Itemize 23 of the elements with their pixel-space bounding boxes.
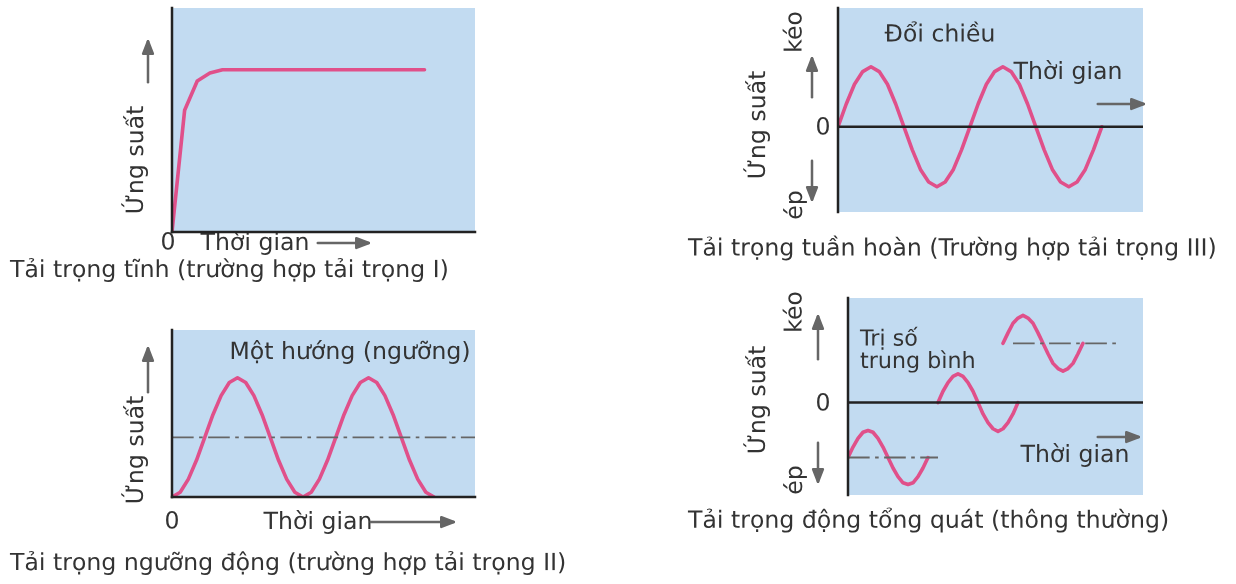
y-axis-title: Ứng suất [743, 346, 770, 453]
text: Tải trọng động tổng quát (thông thường) [687, 507, 1168, 533]
text: 0 [166, 510, 178, 529]
x-axis-title: Thời gian [263, 510, 371, 534]
text: Tải trọng tĩnh (trường hợp tải trọng I) [9, 257, 447, 283]
y-axis-title: Ứng suất [121, 396, 148, 503]
text: 0 [817, 116, 829, 135]
text: Tải trọng ngưỡng động (trường hợp tải trọng II) [9, 550, 565, 576]
x-axis-title: Thời gian [200, 231, 308, 255]
text: kéo [782, 292, 802, 331]
text: ép [783, 191, 807, 219]
text: Đổi chiều [884, 21, 994, 42]
text: Tải trọng tuần hoàn (Trường hợp tải trọng III) [687, 235, 1215, 261]
text: ép [783, 466, 807, 494]
y-axis-title: Ứng suất [743, 71, 770, 178]
annotation: 0 [162, 231, 174, 250]
text: kéo [782, 12, 802, 51]
text: Một hướng (ngưỡng) [231, 340, 469, 364]
y-axis-title: Ứng suất [121, 106, 148, 213]
annotation: Trị số trung bình [859, 326, 974, 373]
text: 0 [817, 392, 829, 411]
x-axis-title: Thời gian [1020, 443, 1128, 467]
x-axis-title: Thời gian [1013, 60, 1121, 84]
